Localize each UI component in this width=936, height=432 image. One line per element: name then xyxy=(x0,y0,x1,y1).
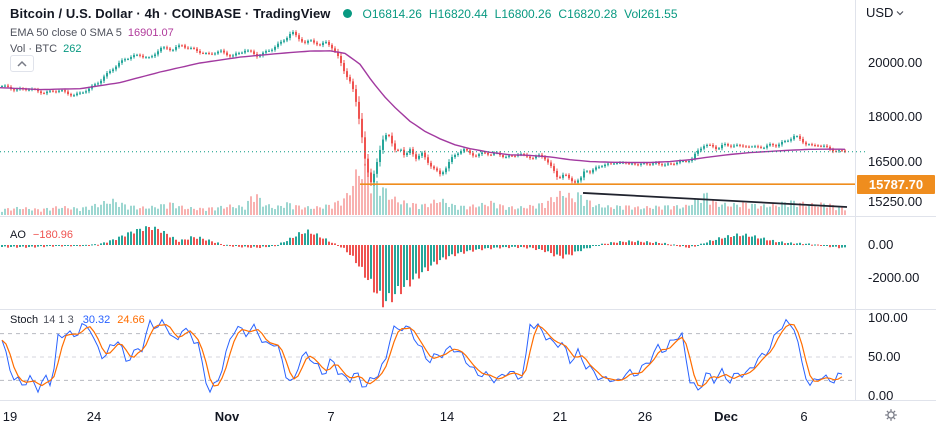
volume-indicator-name: Vol · BTC xyxy=(10,43,58,55)
currency-label: USD xyxy=(866,5,894,20)
ao-legend-name: AO xyxy=(10,229,26,241)
symbol-row: Bitcoin / U.S. Dollar · 4h · COINBASE · … xyxy=(10,6,678,21)
collapse-pane-button[interactable] xyxy=(10,55,34,72)
market-status-dot xyxy=(342,9,352,18)
volume-indicator-value: 262 xyxy=(63,43,82,55)
axis-tick: 50.00 xyxy=(868,349,901,364)
time-tick: 26 xyxy=(637,409,653,424)
axis-tick: 20000.00 xyxy=(868,55,923,70)
axis-tick: 16500.00 xyxy=(868,153,923,169)
currency-selector[interactable]: USD xyxy=(866,5,904,20)
time-tick: 21 xyxy=(552,409,568,424)
gear-icon xyxy=(885,409,897,421)
stoch-d-value: 24.66 xyxy=(117,314,145,326)
time-axis[interactable]: 19 24 Nov 7 14 21 26 Dec 6 xyxy=(0,401,936,432)
settings-gear-button[interactable] xyxy=(882,407,900,425)
axis-tick: 0.00 xyxy=(868,237,894,252)
high-value: 16820.44 xyxy=(437,6,488,21)
volume-value: 261.55 xyxy=(640,6,678,21)
axis-tick: -2000.00 xyxy=(868,270,920,285)
low-value: 16800.26 xyxy=(501,6,552,21)
time-tick: Nov xyxy=(214,409,240,424)
chevron-down-icon xyxy=(897,10,904,15)
time-tick: 6 xyxy=(800,409,808,424)
ema-legend-value: 16901.07 xyxy=(127,27,174,39)
open-value: 16814.26 xyxy=(371,6,422,21)
stoch-k-value: 30.32 xyxy=(82,314,111,326)
axis-tick: 0.00 xyxy=(868,388,894,403)
low-label: L xyxy=(494,6,502,21)
close-value: 16820.28 xyxy=(567,6,618,21)
chart-header: Bitcoin / U.S. Dollar · 4h · COINBASE · … xyxy=(10,6,678,72)
chevron-up-icon xyxy=(17,60,27,67)
stoch-legend-name: Stoch xyxy=(10,314,39,326)
time-tick: 7 xyxy=(327,409,335,424)
symbol-title[interactable]: Bitcoin / U.S. Dollar · 4h · COINBASE · … xyxy=(10,6,331,21)
volume-indicator-legend[interactable]: Vol · BTC 262 xyxy=(10,43,678,55)
volume-label: Vol xyxy=(624,6,641,21)
stoch-legend-params: 14 1 3 xyxy=(43,314,74,326)
ema-legend[interactable]: EMA 50 close 0 SMA 5 16901.07 xyxy=(10,27,678,39)
close-label: C xyxy=(558,6,568,21)
time-tick: Dec xyxy=(714,409,738,424)
axis-tick: 15250.00 xyxy=(868,193,923,209)
ohlc-values: O16814.26 H16820.44 L16800.26 C16820.28 … xyxy=(363,7,678,21)
ao-legend-value: −180.96 xyxy=(32,229,73,241)
high-label: H xyxy=(428,6,438,21)
price-level-tag[interactable]: 15787.70 xyxy=(857,175,935,194)
time-tick: 14 xyxy=(439,409,455,424)
axis-tick: 100.00 xyxy=(868,310,908,325)
ema-legend-name: EMA 50 close 0 SMA 5 xyxy=(10,27,122,39)
axis-tick: 18000.00 xyxy=(868,108,923,124)
stoch-legend[interactable]: Stoch 14 1 3 30.32 24.66 xyxy=(10,314,145,326)
ao-legend[interactable]: AO −180.96 xyxy=(10,229,73,241)
price-axis[interactable]: USD 20000.00 18000.00 16500.00 15250.00 0.00… xyxy=(856,0,936,403)
time-tick: 24 xyxy=(86,409,102,424)
open-label: O xyxy=(362,6,372,21)
time-tick: 19 xyxy=(2,409,18,424)
